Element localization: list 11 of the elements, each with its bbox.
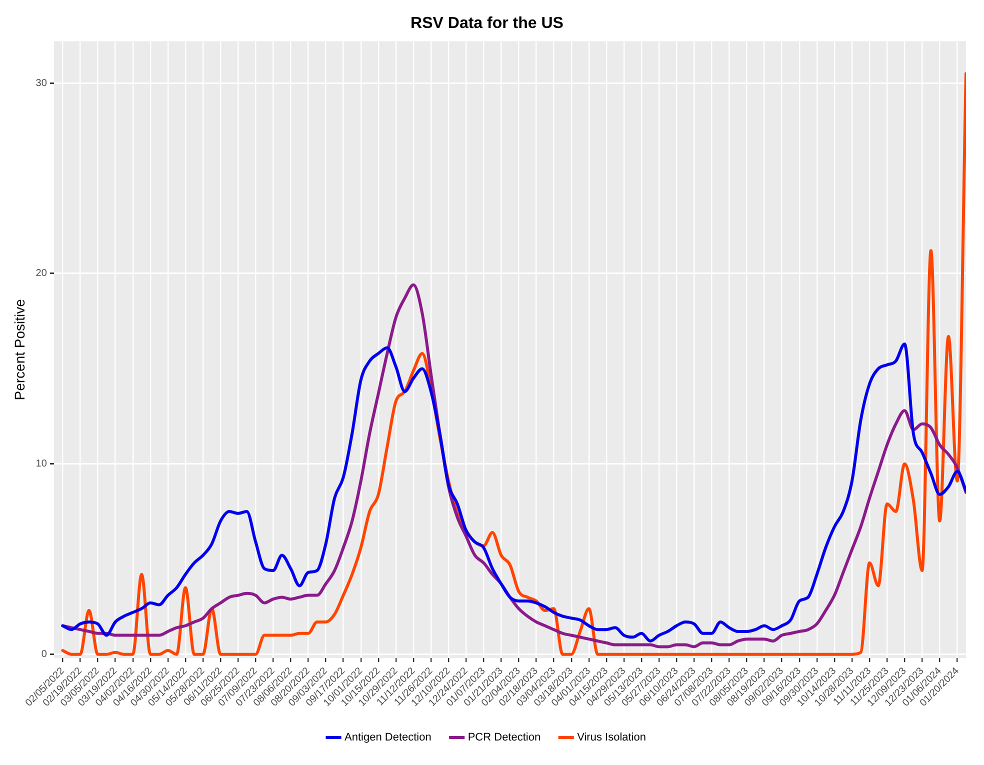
y-tick-label: 30 (36, 78, 48, 89)
y-tick-label: 20 (36, 268, 48, 280)
line-series (61, 72, 966, 656)
legend-label: Virus Isolation (577, 732, 646, 744)
y-axis-title: Percent Positive (11, 298, 28, 400)
line-series (61, 342, 966, 642)
legend-label: PCR Detection (468, 732, 541, 744)
y-tick-label: 10 (36, 458, 48, 470)
legend-label: Antigen Detection (344, 732, 432, 744)
chart-title: RSV Data for the US (410, 15, 564, 32)
y-tick-label: 0 (41, 649, 48, 660)
